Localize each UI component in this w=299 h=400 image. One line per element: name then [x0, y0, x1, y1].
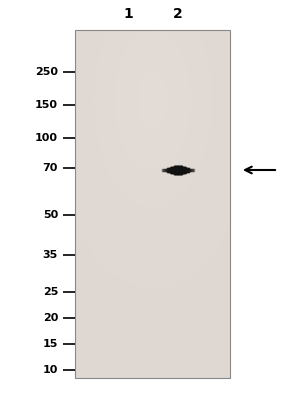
Text: 35: 35	[43, 250, 58, 260]
Text: 10: 10	[43, 365, 58, 375]
Text: 50: 50	[43, 210, 58, 220]
Text: 250: 250	[35, 67, 58, 77]
Text: 15: 15	[43, 339, 58, 349]
Text: 1: 1	[123, 7, 133, 21]
Text: 25: 25	[43, 287, 58, 297]
Text: 20: 20	[43, 313, 58, 323]
Text: 70: 70	[43, 163, 58, 173]
Bar	[75, 30, 230, 378]
Text: 150: 150	[35, 100, 58, 110]
Text: 2: 2	[173, 7, 183, 21]
Text: 100: 100	[35, 133, 58, 143]
